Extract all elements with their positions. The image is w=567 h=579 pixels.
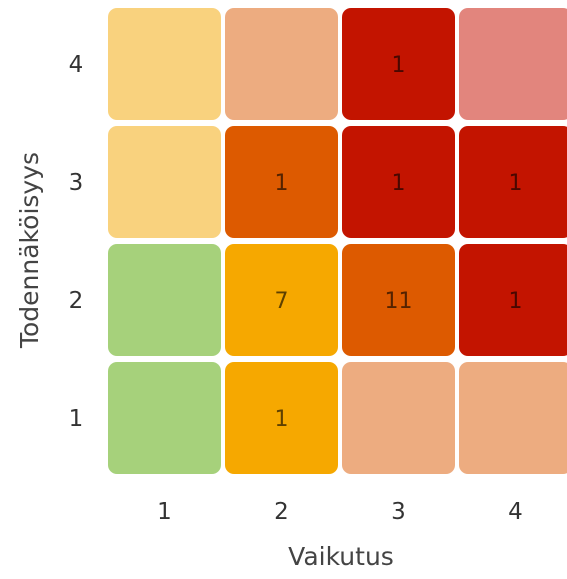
cells-layer: 11 1 17 11 11 — [108, 8, 567, 474]
cell-rect — [108, 8, 221, 120]
cell-count-label: 1 — [509, 289, 523, 314]
x-tick-label: 2 — [274, 499, 289, 525]
cell-rect — [225, 126, 338, 238]
cell-count-label: 1 — [275, 171, 289, 196]
matrix-cell-3-4[interactable]: 1 — [342, 8, 455, 120]
cell-count-label: 1 — [392, 53, 406, 78]
cell-rect — [225, 244, 338, 356]
cell-rect — [342, 244, 455, 356]
matrix-cell-4-1[interactable] — [459, 362, 567, 474]
matrix-cell-2-1[interactable]: 1 — [225, 362, 338, 474]
matrix-cell-1-1[interactable] — [108, 362, 221, 474]
cell-count-label: 7 — [275, 289, 289, 314]
matrix-cell-2-3[interactable]: 1 — [225, 126, 338, 238]
cell-rect — [342, 8, 455, 120]
matrix-cell-4-2[interactable]: 1 — [459, 244, 567, 356]
cell-rect — [459, 126, 567, 238]
cell-rect — [459, 362, 567, 474]
cell-count-label: 1 — [275, 407, 289, 432]
y-tick-label: 2 — [69, 288, 84, 314]
x-tick-label: 1 — [157, 499, 172, 525]
matrix-cell-3-3[interactable]: 1 — [342, 126, 455, 238]
cell-count-label: 1 — [392, 171, 406, 196]
x-axis-ticks: 1 2 3 4 — [157, 499, 523, 525]
x-tick-label: 4 — [508, 499, 523, 525]
y-axis-title: Todennäköisyys — [15, 152, 44, 349]
matrix-cell-4-3[interactable]: 1 — [459, 126, 567, 238]
cell-rect — [342, 362, 455, 474]
matrix-cell-2-2[interactable]: 7 — [225, 244, 338, 356]
cell-rect — [108, 362, 221, 474]
y-tick-label: 1 — [69, 406, 84, 432]
cell-rect — [108, 126, 221, 238]
cell-rect — [108, 244, 221, 356]
matrix-cell-4-4[interactable] — [459, 8, 567, 120]
cell-rect — [225, 8, 338, 120]
cell-rect — [459, 244, 567, 356]
cell-rect — [225, 362, 338, 474]
matrix-cell-2-4[interactable] — [225, 8, 338, 120]
y-axis-ticks: 4 3 2 1 — [69, 52, 84, 432]
matrix-cell-1-3[interactable] — [108, 126, 221, 238]
matrix-cell-3-1[interactable] — [342, 362, 455, 474]
y-tick-label: 4 — [69, 52, 84, 78]
cell-rect — [342, 126, 455, 238]
matrix-cell-1-4[interactable] — [108, 8, 221, 120]
x-axis-title: Vaikutus — [288, 542, 394, 571]
cell-rect — [459, 8, 567, 120]
y-tick-label: 3 — [69, 170, 84, 196]
cell-count-label: 1 — [509, 171, 523, 196]
matrix-cell-3-2[interactable]: 11 — [342, 244, 455, 356]
x-tick-label: 3 — [391, 499, 406, 525]
cell-count-label: 11 — [385, 289, 413, 314]
matrix-cell-1-2[interactable] — [108, 244, 221, 356]
